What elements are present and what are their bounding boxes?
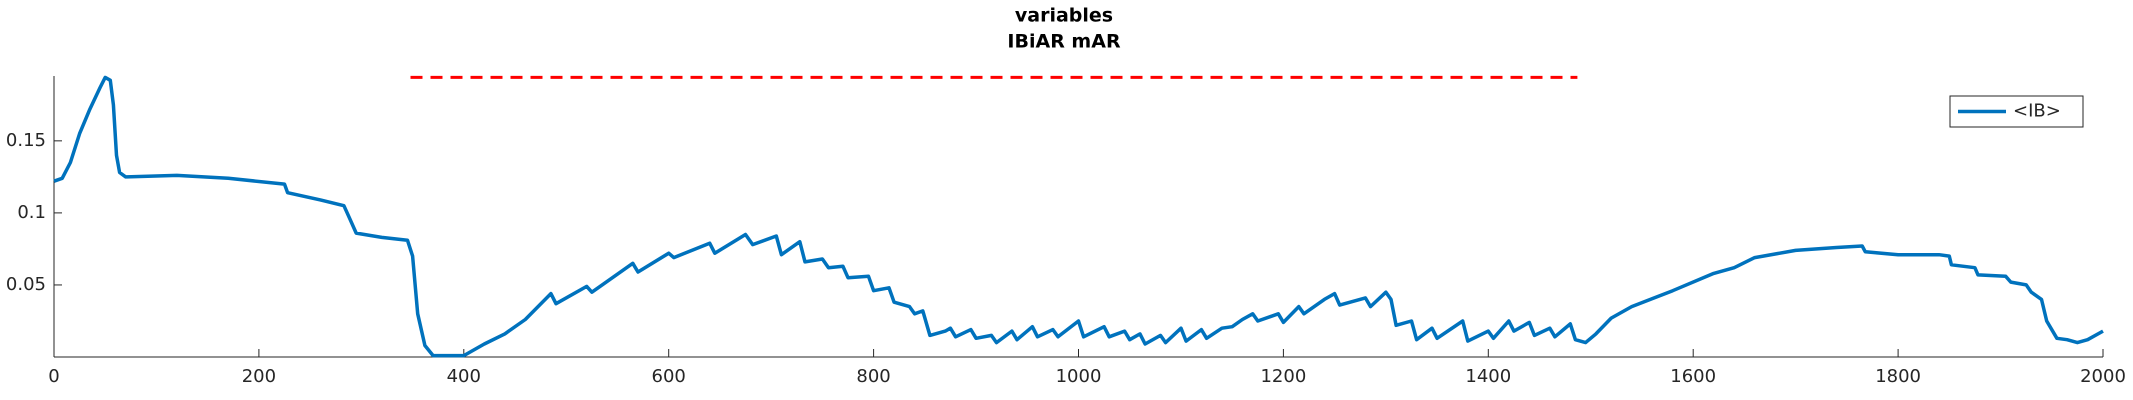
x-tick-label: 200 — [242, 366, 276, 387]
chart-subtitle: IBiAR mAR — [1007, 31, 1121, 53]
legend-label: <IB> — [2013, 101, 2061, 122]
x-tick-label: 2000 — [2080, 366, 2126, 387]
x-tick-label: 600 — [652, 366, 686, 387]
x-tick-label: 1600 — [1670, 366, 1716, 387]
chart-title: variables — [1015, 5, 1113, 27]
data-line — [53, 75, 2104, 358]
x-tick-label: 1200 — [1260, 366, 1306, 387]
y-tick-label: 0.05 — [6, 274, 46, 295]
y-tick-label: 0.15 — [6, 130, 46, 151]
y-tick-label: 0.1 — [17, 202, 46, 223]
x-tick-label: 1400 — [1465, 366, 1511, 387]
x-tick-label: 800 — [856, 366, 890, 387]
x-tick-label: 0 — [48, 366, 59, 387]
x-tick-label: 1000 — [1056, 366, 1102, 387]
x-tick-label: 400 — [447, 366, 481, 387]
x-tick-label: 1800 — [1875, 366, 1921, 387]
